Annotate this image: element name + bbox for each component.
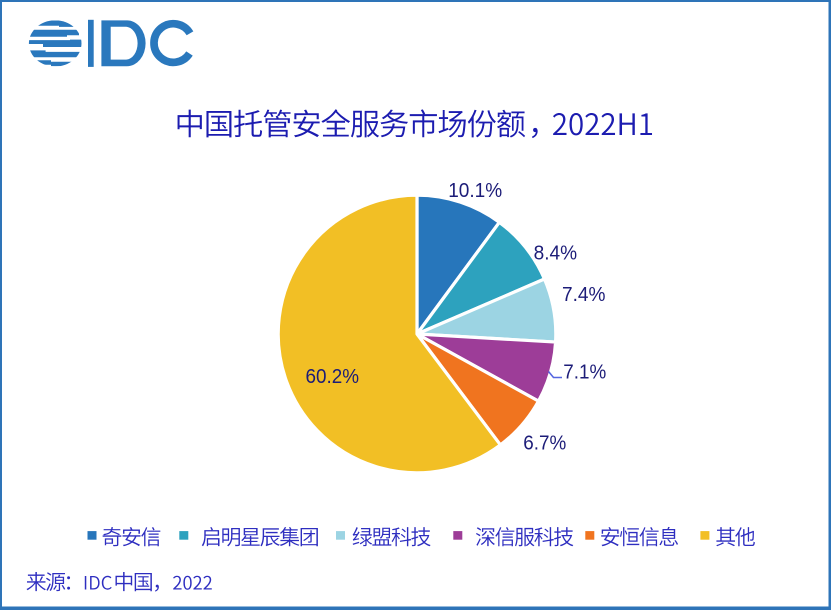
svg-text:6.7%: 6.7% xyxy=(523,432,566,455)
svg-text:8.4%: 8.4% xyxy=(534,242,578,265)
svg-text:7.1%: 7.1% xyxy=(563,360,606,383)
svg-text:7.4%: 7.4% xyxy=(562,283,606,306)
svg-text:60.2%: 60.2% xyxy=(306,365,360,388)
svg-text:10.1%: 10.1% xyxy=(448,179,502,202)
